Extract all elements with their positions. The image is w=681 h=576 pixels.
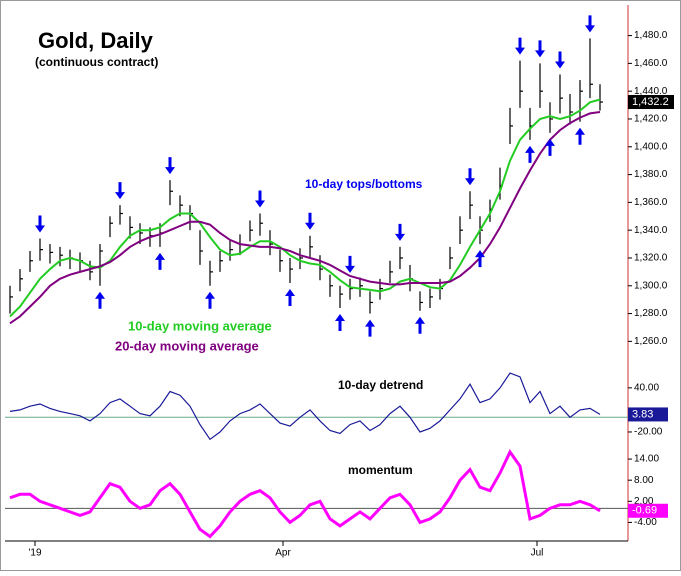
y-tick-label: 1,480.0: [634, 30, 668, 41]
legend-label: 20-day moving average: [115, 338, 259, 353]
y-tick-label: 1,360.0: [634, 197, 668, 208]
top-arrow: [305, 212, 315, 230]
last-value-box: [628, 95, 674, 110]
annotation: 10-day tops/bottoms: [305, 177, 423, 191]
y-tick-label: 1,260.0: [634, 336, 668, 347]
last-value-box: [628, 503, 668, 518]
bottom-arrow: [285, 288, 295, 306]
bottom-arrow: [335, 314, 345, 332]
bottom-arrow: [575, 127, 585, 145]
y-tick-label: 1,420.0: [634, 114, 668, 125]
panel-title: momentum: [348, 463, 413, 477]
last-value-box: [628, 407, 668, 422]
y-tick-label: -20.00: [634, 427, 663, 438]
last-value-label: -0.69: [632, 505, 657, 517]
bottom-arrow: [205, 291, 215, 309]
bottom-arrow: [415, 316, 425, 334]
ma-line: [9, 111, 601, 325]
top-arrow: [165, 157, 175, 175]
top-arrow: [255, 190, 265, 208]
top-arrow: [555, 51, 565, 69]
top-arrow: [535, 40, 545, 58]
top-arrow: [465, 168, 475, 186]
bottom-arrow: [545, 138, 555, 156]
bottom-arrow: [525, 145, 535, 163]
y-tick-label: 14.00: [634, 454, 659, 465]
last-value-label: 3.83: [632, 408, 653, 420]
top-arrow: [35, 215, 45, 233]
y-tick-label: 1,400.0: [634, 141, 668, 152]
indicator-line: [9, 449, 601, 539]
bottom-arrow: [365, 319, 375, 337]
top-arrow: [395, 223, 405, 241]
y-tick-label: -4.00: [634, 517, 657, 528]
indicator-line: [9, 372, 601, 441]
y-tick-label: 1,440.0: [634, 86, 668, 97]
subtitle: (continuous contract): [35, 55, 158, 69]
top-arrow: [345, 255, 355, 273]
last-value-label: 1,432.2: [632, 96, 669, 108]
x-tick-label: '19: [28, 548, 41, 559]
y-tick-label: 8.00: [634, 475, 654, 486]
y-tick-label: 1,300.0: [634, 280, 668, 291]
x-tick-label: Apr: [275, 548, 291, 559]
bottom-arrow: [95, 291, 105, 309]
y-tick-label: 2.00: [634, 496, 654, 507]
bottom-arrow: [155, 252, 165, 270]
panel-title: Gold, Daily: [38, 28, 154, 53]
x-tick-label: Jul: [531, 548, 544, 559]
legend-label: 10-day moving average: [128, 318, 272, 333]
bottom-arrow: [475, 250, 485, 268]
top-arrow: [515, 37, 525, 55]
top-arrow: [115, 182, 125, 200]
y-tick-label: 1,460.0: [634, 58, 668, 69]
top-arrow: [585, 15, 595, 33]
y-tick-label: 1,320.0: [634, 253, 668, 264]
y-tick-label: 1,280.0: [634, 308, 668, 319]
y-tick-label: 1,340.0: [634, 225, 668, 236]
y-tick-label: 40.00: [634, 382, 659, 393]
panel-title: 10-day detrend: [338, 378, 423, 392]
y-tick-label: 1,380.0: [634, 169, 668, 180]
